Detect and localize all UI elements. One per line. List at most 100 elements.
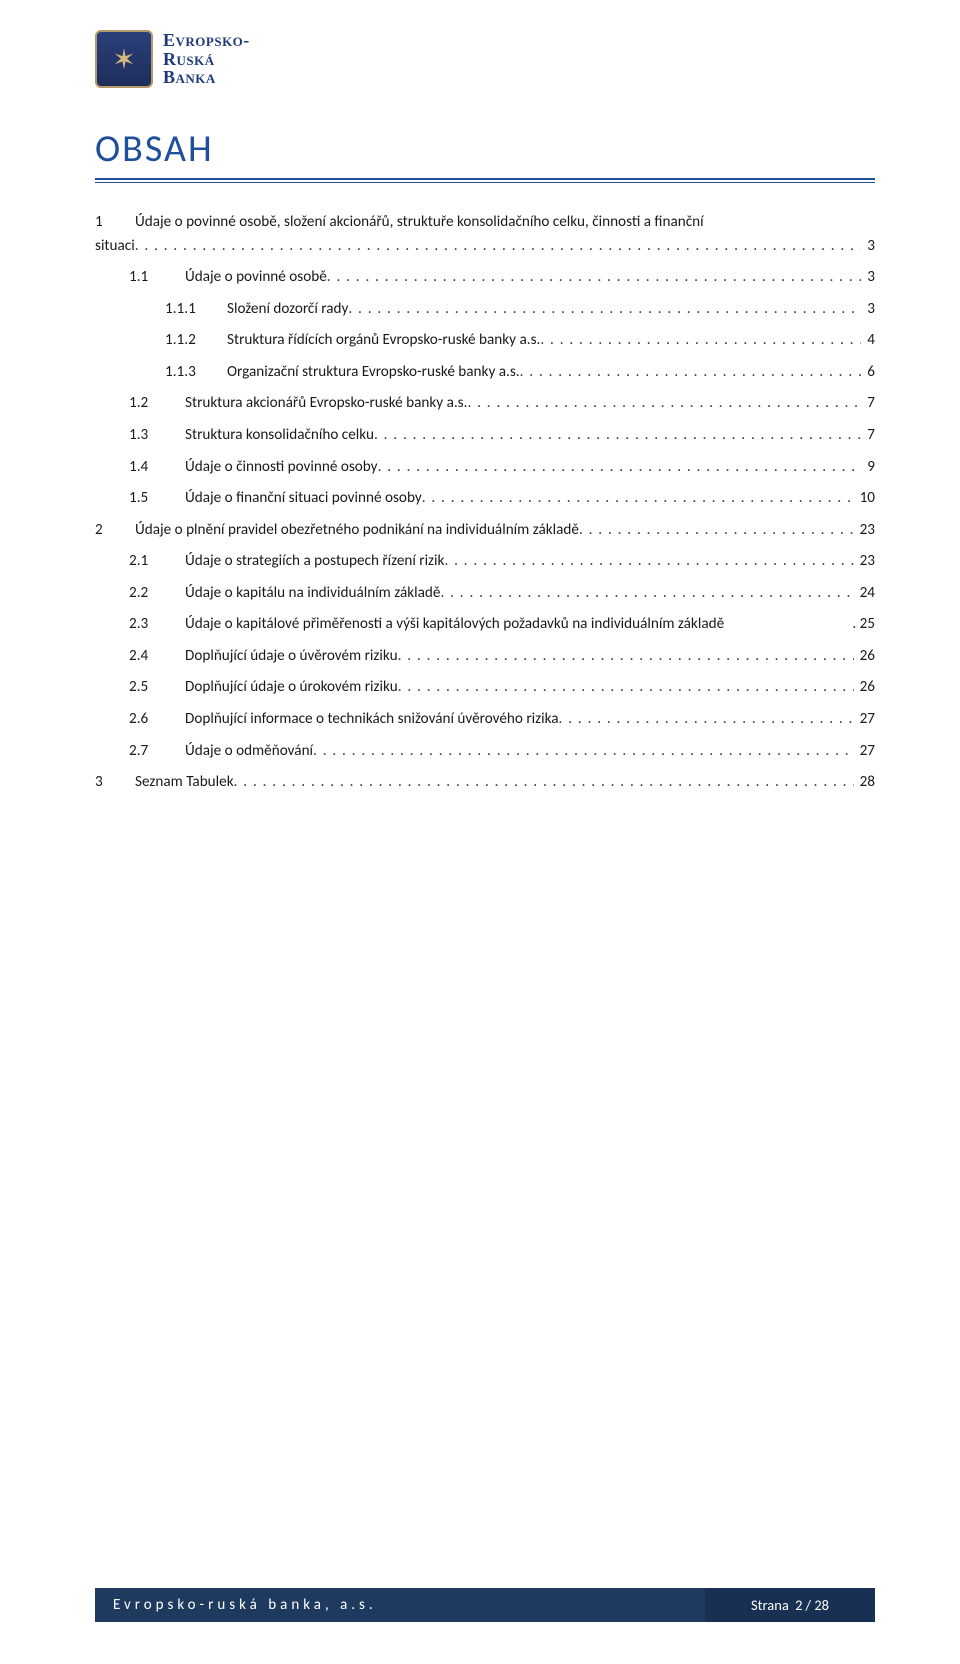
toc-entry[interactable]: 2.1Údaje o strategiích a postupech řízen…	[95, 550, 875, 574]
toc-text: Údaje o povinné osobě	[185, 266, 327, 290]
toc-leader	[348, 298, 861, 322]
toc-entry[interactable]: 2.3Údaje o kapitálové přiměřenosti a výš…	[95, 613, 875, 637]
footer-page-total: 28	[814, 1596, 829, 1614]
toc-page: 3	[861, 235, 875, 259]
toc-num: 1.1	[129, 266, 185, 290]
toc-entry[interactable]: 3Seznam Tabulek28	[95, 771, 875, 795]
toc-entry[interactable]: 1.3Struktura konsolidačního celku 7	[95, 424, 875, 448]
toc-num: 1.3	[129, 424, 185, 448]
toc-entry[interactable]: 1.2Struktura akcionářů Evropsko-ruské ba…	[95, 392, 875, 416]
toc-page: 7	[861, 424, 875, 448]
footer-page-sep: /	[805, 1596, 811, 1614]
toc-num: 1.5	[129, 487, 185, 511]
toc-text: Doplňující informace o technikách snižov…	[185, 708, 559, 732]
toc-leader	[422, 487, 854, 511]
toc-leader	[327, 266, 862, 290]
toc-text: Doplňující údaje o úrokovém riziku	[185, 676, 398, 700]
toc-leader	[234, 771, 854, 795]
toc-leader	[378, 456, 862, 480]
toc-entry[interactable]: 1.4Údaje o činnosti povinné osoby 9	[95, 456, 875, 480]
toc-text: Seznam Tabulek	[135, 771, 234, 795]
toc-num: 1.1.2	[165, 329, 227, 353]
toc-num: 1.1.3	[165, 361, 227, 385]
toc-leader	[467, 392, 861, 416]
toc-num: 2.3	[129, 613, 185, 637]
title-rule	[95, 178, 875, 183]
page: ✶ Evropsko- Ruská Banka OBSAH 1Údaje o p…	[0, 0, 960, 1664]
toc-num: 1.2	[129, 392, 185, 416]
toc-page: 27	[854, 708, 875, 732]
logo-text: Evropsko- Ruská Banka	[163, 31, 250, 88]
toc-page: 7	[861, 392, 875, 416]
toc-leader	[398, 645, 854, 669]
toc-num: 2	[95, 519, 135, 543]
toc-entry[interactable]: 2.5Doplňující údaje o úrokovém riziku 26	[95, 676, 875, 700]
footer-page-current: 2	[795, 1596, 802, 1614]
toc-text: Údaje o finanční situaci povinné osoby	[185, 487, 422, 511]
toc-leader	[579, 519, 854, 543]
toc-page: 28	[854, 771, 875, 795]
toc-page: 26	[854, 645, 875, 669]
toc-page: 3	[861, 266, 875, 290]
toc-entry[interactable]: 1Údaje o povinné osobě, složení akcionář…	[95, 211, 875, 258]
toc-entry[interactable]: 1.1.1Složení dozorčí rady 3	[95, 298, 875, 322]
toc-page: 9	[861, 456, 875, 480]
toc-num: 1.1.1	[165, 298, 227, 322]
toc-text: Struktura konsolidačního celku	[185, 424, 374, 448]
toc-text: Údaje o plnění pravidel obezřetného podn…	[135, 519, 579, 543]
toc-entry[interactable]: 1.1.3Organizační struktura Evropsko-rusk…	[95, 361, 875, 385]
toc-entry[interactable]: 1.5Údaje o finanční situaci povinné osob…	[95, 487, 875, 511]
toc-entry[interactable]: 2.6Doplňující informace o technikách sni…	[95, 708, 875, 732]
toc-num: 2.6	[129, 708, 185, 732]
toc-page: . 25	[846, 613, 875, 637]
toc-leader	[559, 708, 854, 732]
toc-page: 10	[854, 487, 875, 511]
toc-text: Údaje o činnosti povinné osoby	[185, 456, 378, 480]
toc-text: Složení dozorčí rady	[227, 298, 348, 322]
toc-leader	[313, 740, 854, 764]
toc-num: 1.4	[129, 456, 185, 480]
toc-num: 2.4	[129, 645, 185, 669]
toc-leader	[520, 361, 862, 385]
footer-right: Strana 2 / 28	[705, 1588, 875, 1622]
toc-text: Údaje o strategiích a postupech řízení r…	[185, 550, 444, 574]
toc-num: 1	[95, 211, 135, 235]
toc-text: Údaje o povinné osobě, složení akcionářů…	[135, 211, 704, 235]
toc-entry[interactable]: 2.7Údaje o odměňování 27	[95, 740, 875, 764]
toc-num: 2.2	[129, 582, 185, 606]
toc-text: Struktura řídících orgánů Evropsko-ruské…	[227, 329, 540, 353]
toc-num: 2.1	[129, 550, 185, 574]
footer-page-label: Strana	[751, 1596, 789, 1614]
toc-page: 23	[854, 550, 875, 574]
logo-badge-icon: ✶	[95, 30, 153, 88]
toc-text: Údaje o kapitálové přiměřenosti a výši k…	[185, 613, 724, 637]
toc-entry[interactable]: 2Údaje o plnění pravidel obezřetného pod…	[95, 519, 875, 543]
toc-leader	[135, 235, 862, 259]
toc-text: Struktura akcionářů Evropsko-ruské banky…	[185, 392, 467, 416]
toc-entry[interactable]: 2.2Údaje o kapitálu na individuálním zák…	[95, 582, 875, 606]
toc-page: 26	[854, 676, 875, 700]
toc-num: 2.5	[129, 676, 185, 700]
toc-page: 24	[854, 582, 875, 606]
footer: Evropsko-ruská banka, a.s. Strana 2 / 28	[95, 1588, 875, 1622]
toc-page: 4	[861, 329, 875, 353]
toc-leader	[540, 329, 861, 353]
toc-text: Údaje o kapitálu na individuálním základ…	[185, 582, 440, 606]
toc-entry[interactable]: 2.4Doplňující údaje o úvěrovém riziku 26	[95, 645, 875, 669]
logo-line1: Evropsko-	[163, 31, 250, 50]
toc-page: 6	[861, 361, 875, 385]
toc-leader	[440, 582, 853, 606]
toc-page: 3	[861, 298, 875, 322]
toc-leader	[374, 424, 861, 448]
toc-entry[interactable]: 1.1Údaje o povinné osobě 3	[95, 266, 875, 290]
toc-page: 27	[854, 740, 875, 764]
toc-entry[interactable]: 1.1.2Struktura řídících orgánů Evropsko-…	[95, 329, 875, 353]
toc-num: 2.7	[129, 740, 185, 764]
toc-text: Údaje o odměňování	[185, 740, 313, 764]
toc-text: situaci	[95, 235, 135, 259]
logo-block: ✶ Evropsko- Ruská Banka	[95, 30, 875, 88]
logo-line3: Banka	[163, 68, 250, 87]
toc-text: Doplňující údaje o úvěrovém riziku	[185, 645, 398, 669]
page-title: OBSAH	[95, 126, 875, 172]
toc-leader	[444, 550, 853, 574]
